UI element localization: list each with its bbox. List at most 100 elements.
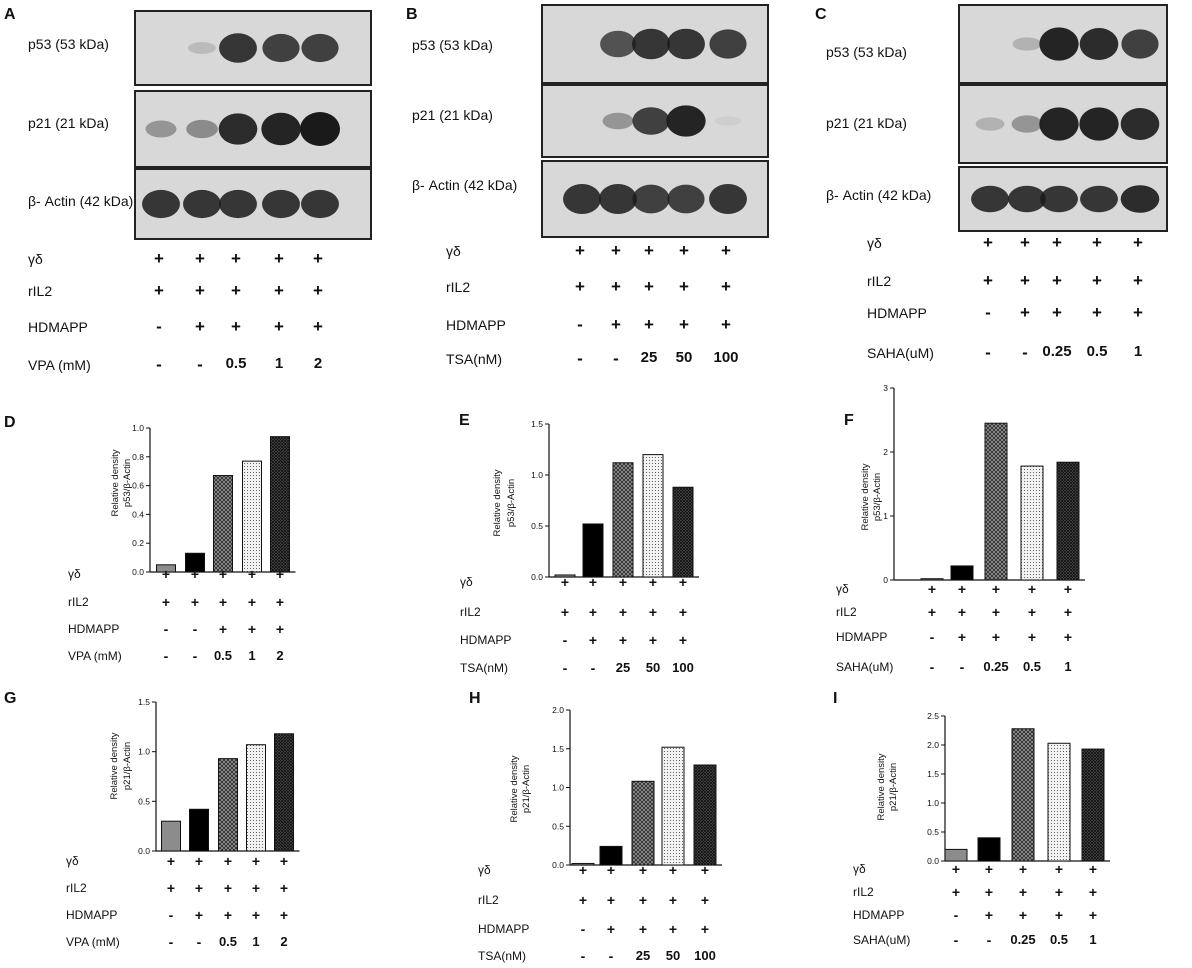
row-label-1: rIL2 [66, 881, 87, 895]
bar [920, 578, 944, 581]
treatment-mark: + [668, 862, 678, 878]
treatment-mark: + [195, 249, 205, 268]
treatment-mark: + [195, 317, 205, 336]
row-label-1: rIL2 [446, 279, 471, 295]
treatment-mark: 25 [640, 349, 658, 366]
bar [571, 862, 595, 866]
treatment-mark: + [1063, 581, 1073, 597]
treatment-mark: + [1054, 884, 1064, 900]
panel-letter-b: B [406, 6, 418, 23]
treatment-mark: 1 [1064, 659, 1072, 674]
treatment-mark: 50 [665, 948, 681, 963]
row-label-0: γδ [66, 854, 79, 868]
treatment-mark: - [577, 315, 583, 334]
treatment-mark: + [279, 907, 289, 923]
treatment-mark: - [929, 659, 935, 675]
treatment-mark: - [590, 660, 596, 676]
row-label-0: γδ [446, 243, 461, 259]
treatment-mark: + [588, 604, 598, 620]
treatment-mark: + [247, 594, 257, 610]
treatment-mark: - [959, 659, 965, 675]
treatment-mark: + [700, 921, 710, 937]
band [187, 42, 217, 54]
chart-g: 0.0 0.5 1.0 1.5 Relative density p21/β-Actin [109, 697, 300, 856]
treatment-mark: 0.25 [1010, 932, 1036, 947]
chart-d: 0.0 0.2 0.4 0.6 0.8 1.0 Relative density p53/β-… [110, 423, 296, 577]
treatment-mark: - [562, 660, 568, 676]
band [1120, 185, 1160, 213]
blot-label-p21: p21 (21 kDa) [412, 107, 493, 123]
chart-e: 0.0 0.5 1.0 1.5 Relative density p53/β-Actin [492, 419, 699, 582]
treatment-mark: + [1088, 907, 1098, 923]
panel-letter-f: F [844, 412, 854, 429]
treatment-mark: 0.5 [1049, 932, 1069, 947]
treatment-mark: + [231, 317, 241, 336]
treatment-mark: + [991, 581, 1001, 597]
y-axis-label-1: Relative density [876, 753, 887, 820]
row-label-2: HDMAPP [460, 633, 512, 647]
treatment-mark: + [984, 861, 994, 877]
y-tick-label: 0.0 [138, 846, 150, 856]
treatment-mark: + [275, 566, 285, 582]
y-axis-label-2: p53/β-Actin [872, 473, 883, 521]
bar [1020, 465, 1044, 581]
treatment-mark: + [1133, 233, 1143, 252]
treatment-mark: + [679, 241, 689, 260]
treatment-mark: 2 [276, 648, 284, 663]
bar [612, 462, 634, 578]
treatment-mark: + [1092, 303, 1102, 322]
treatment-mark: + [588, 574, 598, 590]
treatment-mark: + [927, 604, 937, 620]
treatment-mark: + [668, 921, 678, 937]
treatment-mark: + [638, 892, 648, 908]
treatment-mark: - [163, 648, 169, 664]
treatment-mark: - [985, 303, 991, 322]
treatment-mark: + [721, 241, 731, 260]
bar [1011, 728, 1035, 862]
treatment-mark: + [618, 604, 628, 620]
treatment-mark: + [957, 629, 967, 645]
treatment-mark: + [618, 574, 628, 590]
bar [672, 486, 694, 578]
band [1080, 185, 1118, 213]
band [183, 189, 221, 219]
treatment-mark: + [247, 566, 257, 582]
treatment-mark: + [679, 315, 689, 334]
treatment-mark: + [560, 574, 570, 590]
band [142, 189, 180, 219]
row-label-3: SAHA(uM) [853, 933, 911, 947]
bar [582, 523, 604, 578]
treatment-mark: + [588, 632, 598, 648]
treatment-mark: + [1133, 271, 1143, 290]
bar [642, 454, 664, 578]
y-tick-label: 0.6 [132, 481, 144, 491]
treatment-mark: + [721, 315, 731, 334]
y-tick-label: 2.5 [927, 711, 939, 721]
row-label-0: γδ [836, 582, 849, 596]
panel-letter-a: A [4, 6, 16, 23]
y-tick-label: 0.0 [927, 856, 939, 866]
treatment-mark: + [1027, 629, 1037, 645]
y-axis-label-1: Relative density [110, 449, 121, 516]
treatment-mark: + [678, 632, 688, 648]
band [300, 112, 340, 146]
band [632, 107, 670, 135]
row-label-3: VPA (mM) [66, 935, 120, 949]
chart-i: 0.0 0.5 1.0 1.5 2.0 2.5 Relative density p21/β-… [876, 711, 1110, 866]
treatment-mark: 0.5 [225, 355, 247, 372]
band [1039, 27, 1079, 61]
y-tick-label: 1.0 [552, 783, 564, 793]
row-label-1: rIL2 [836, 605, 857, 619]
treatment-mark: + [218, 594, 228, 610]
bar [661, 746, 685, 866]
row-label-1: rIL2 [853, 885, 874, 899]
bar [631, 780, 655, 866]
treatment-mark: - [197, 355, 203, 374]
band [975, 117, 1005, 131]
panel-letter-e: E [459, 412, 470, 429]
y-tick-label: 1.5 [138, 697, 150, 707]
treatment-mark: - [580, 948, 586, 964]
treatment-mark: - [1022, 343, 1028, 362]
y-tick-label: 1.0 [138, 747, 150, 757]
blot-label-actin: β- Actin (42 kDa) [412, 177, 518, 193]
